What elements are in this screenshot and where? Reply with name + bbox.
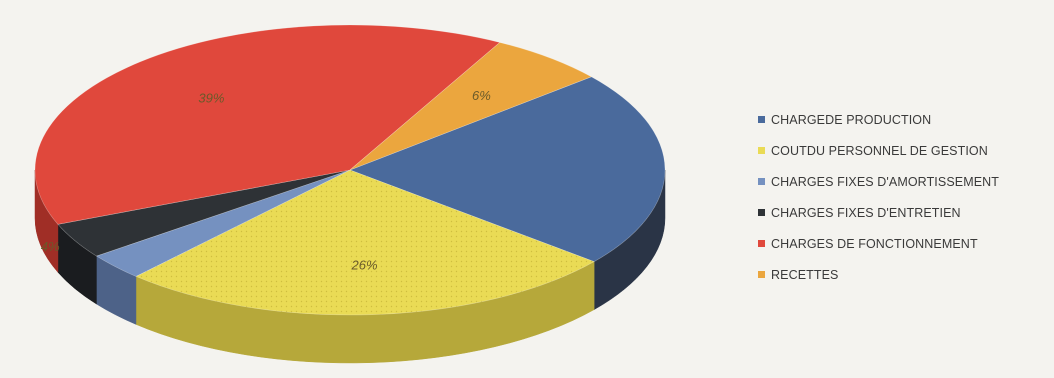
pie-tops — [34, 24, 666, 316]
legend-item-charges-fixes-amortissement: CHARGES FIXES D'AMORTISSEMENT — [758, 166, 999, 197]
pie-slice — [349, 76, 666, 262]
legend-item-charge-de-production: CHARGEDE PRODUCTION — [758, 104, 999, 135]
legend-label: CHARGES DE FONCTIONNEMENT — [771, 236, 978, 251]
legend-label: RECETTES — [771, 267, 839, 282]
pie-slice — [349, 42, 593, 171]
pie-slice-label: 6% — [472, 88, 491, 103]
legend: CHARGEDE PRODUCTION COUTDU PERSONNEL DE … — [758, 104, 999, 290]
pie-labels: 26% 4% 39% 6% — [41, 88, 491, 273]
legend-swatch — [758, 209, 765, 216]
legend-swatch — [758, 271, 765, 278]
legend-swatch — [758, 178, 765, 185]
legend-label: COUTDU PERSONNEL DE GESTION — [771, 143, 988, 158]
pie-slice — [57, 169, 351, 257]
pie-slice — [95, 169, 351, 277]
legend-swatch — [758, 147, 765, 154]
legend-label: CHARGES FIXES D'ENTRETIEN — [771, 205, 961, 220]
legend-item-charges-de-fonctionnement: CHARGES DE FONCTIONNEMENT — [758, 228, 999, 259]
pie-sides — [34, 169, 666, 364]
legend-label: CHARGES FIXES D'AMORTISSEMENT — [771, 174, 1000, 189]
pie-slice-label: 39% — [198, 91, 224, 106]
legend-item-cout-du-personnel: COUTDU PERSONNEL DE GESTION — [758, 135, 999, 166]
legend-swatch — [758, 240, 765, 247]
pie-slice — [34, 24, 501, 225]
legend-swatch — [758, 116, 765, 123]
pie-slice-texture — [135, 170, 595, 315]
legend-label: CHARGEDE PRODUCTION — [771, 112, 932, 127]
pie-slice-label: 26% — [350, 257, 377, 272]
pie-slice-label: 4% — [41, 239, 60, 254]
legend-item-charges-fixes-entretien: CHARGES FIXES D'ENTRETIEN — [758, 197, 999, 228]
legend-item-recettes: RECETTES — [758, 259, 999, 290]
